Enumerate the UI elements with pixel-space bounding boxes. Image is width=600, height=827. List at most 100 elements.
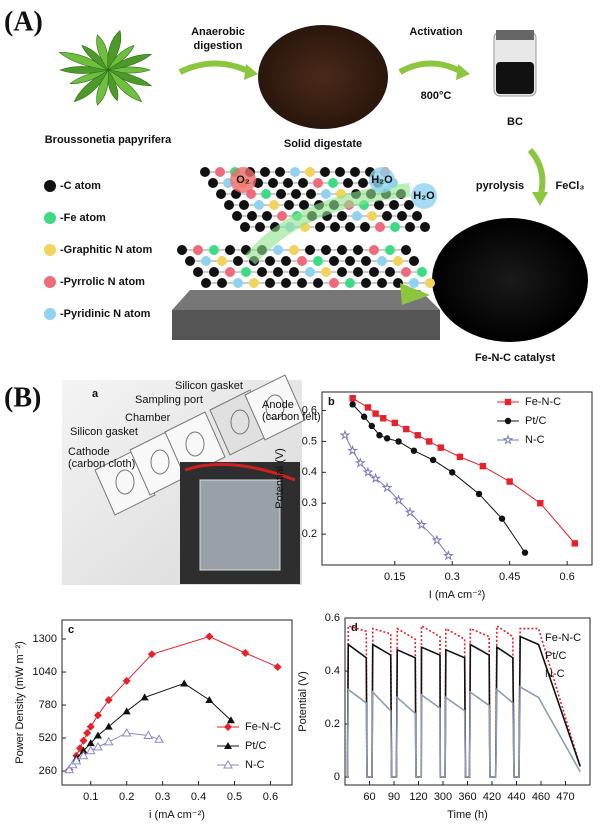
data-point [273, 662, 282, 671]
data-point [393, 494, 405, 505]
atom [216, 189, 226, 199]
atom [369, 245, 379, 255]
atom [225, 245, 235, 255]
legend-label: N-C [525, 434, 545, 446]
data-point [403, 425, 410, 433]
x-tick-label: 470 [556, 791, 574, 803]
atom [305, 167, 315, 177]
atom [401, 267, 411, 277]
data-point [504, 417, 512, 425]
temperature-label: 800°C [421, 90, 452, 102]
plant-label: Broussonetia papyrifera [45, 134, 172, 146]
y-tick-label: 0.3 [302, 497, 317, 509]
atom [343, 178, 353, 188]
atom [329, 256, 339, 266]
reactor-hole [185, 431, 205, 457]
data-point [429, 456, 437, 464]
atom [289, 267, 299, 277]
atom [265, 278, 275, 288]
data-point [414, 432, 421, 439]
y-tick-label: 260 [39, 765, 57, 777]
atom [290, 167, 300, 177]
data-point [376, 432, 383, 439]
atom [306, 189, 316, 199]
data-point [537, 500, 544, 507]
x-tick-label: 440 [507, 791, 525, 803]
atom [361, 256, 371, 266]
atom [401, 245, 411, 255]
charts: b 0.15 0.3 0.45 0.6 0.2 0.3 0.4 0.5 0.6 I (mA cm⁻²… [14, 391, 593, 821]
data-point [154, 734, 164, 743]
atom [261, 189, 271, 199]
atom [369, 267, 379, 277]
x-tick-label: 0.3 [445, 571, 460, 583]
panel-label: (A) [4, 6, 43, 37]
atom [360, 222, 370, 232]
data-point [521, 549, 529, 556]
atom [277, 211, 287, 221]
atom [276, 189, 286, 199]
atom [345, 256, 355, 266]
legend-label: -C atom [60, 180, 101, 192]
substrate [172, 310, 440, 340]
data-point [224, 742, 232, 749]
data-point [506, 478, 513, 485]
data-point [85, 745, 96, 755]
leaf [73, 69, 109, 103]
data-point [104, 722, 113, 730]
step-label: pyrolysis [476, 180, 524, 192]
y-tick-label: 0 [334, 771, 340, 783]
atom [367, 211, 377, 221]
atom [313, 178, 323, 188]
reactor-hole [230, 409, 250, 435]
arrow-head [456, 64, 470, 80]
atom [321, 189, 331, 199]
atom [260, 167, 270, 177]
atom [269, 200, 279, 210]
data-point [504, 398, 512, 406]
arrow-head [400, 283, 430, 305]
atom [217, 256, 227, 266]
atom [358, 178, 368, 188]
atom [350, 167, 360, 177]
plot-frame [61, 619, 293, 786]
flow-arrow [244, 183, 411, 265]
data-point [224, 723, 232, 731]
atom [405, 222, 415, 232]
data-point [339, 429, 351, 440]
molecules: O₂ H₂O H₂O [230, 167, 437, 209]
atom [409, 256, 419, 266]
part-label: Silicon gasket [70, 426, 138, 438]
data-point [404, 506, 416, 518]
atom [393, 256, 403, 266]
data-point [426, 438, 433, 445]
data-point [83, 728, 92, 737]
legend-atom [44, 212, 56, 224]
atom [375, 222, 385, 232]
vial-cap [496, 30, 534, 40]
molecule-label: H₂O [413, 190, 435, 202]
legend-label: Fe-N-C [525, 396, 561, 408]
x-tick-label: 300 [434, 791, 452, 803]
y-tick-label: 0.6 [325, 612, 340, 624]
atom [257, 267, 267, 277]
data-point [122, 707, 131, 715]
atom [241, 267, 251, 277]
legend-label: -Pyridinic N atom [60, 308, 151, 320]
reactor-hole [265, 394, 285, 420]
atom [315, 222, 325, 232]
atom [345, 222, 355, 232]
atom [240, 222, 250, 232]
y-axis-label: Potential (V) [274, 448, 286, 509]
series-label: Fe-N-C [545, 632, 581, 644]
digestate-image [258, 25, 388, 129]
atom [382, 211, 392, 221]
data-point [79, 746, 88, 754]
atom [284, 200, 294, 210]
atom [313, 256, 323, 266]
atom [321, 267, 331, 277]
atom [305, 267, 315, 277]
molecule-label: H₂O [371, 174, 393, 186]
atom [345, 278, 355, 288]
